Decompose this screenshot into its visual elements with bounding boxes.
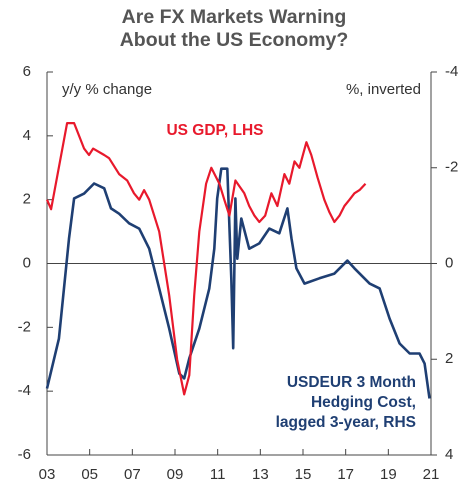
x-tick-label: 13 xyxy=(252,466,269,482)
x-tick-label: 09 xyxy=(167,466,184,482)
y-tick-label: 4 xyxy=(23,127,31,144)
x-tick-label: 15 xyxy=(295,466,312,482)
y2-tick-label: 4 xyxy=(445,446,453,463)
x-tick-label: 17 xyxy=(337,466,354,482)
y-tick-label: -4 xyxy=(18,382,31,399)
x-tick-label: 11 xyxy=(210,466,226,482)
y2-axis-label: %, inverted xyxy=(346,81,421,98)
chart-title: Are FX Markets Warning About the US Econ… xyxy=(119,6,349,51)
x-tick-label: 21 xyxy=(423,466,440,482)
y-tick-label: 6 xyxy=(23,63,31,80)
series-label: US GDP, LHS xyxy=(166,122,264,139)
x-tick-label: 19 xyxy=(380,466,397,482)
y-tick-label: 2 xyxy=(23,191,31,208)
y2-tick-label: -4 xyxy=(445,63,458,80)
x-tick-label: 05 xyxy=(81,466,98,482)
series-line xyxy=(45,122,367,396)
y2-tick-label: 0 xyxy=(445,254,453,271)
x-tick-label: 07 xyxy=(124,466,141,482)
x-tick-label: 03 xyxy=(39,466,56,482)
y-tick-label: 0 xyxy=(23,254,31,271)
series-line xyxy=(45,167,431,399)
y2-tick-label: 2 xyxy=(445,350,453,367)
series-label: USDEUR 3 Month Hedging Cost, lagged 3-ye… xyxy=(275,374,416,431)
y-axis-label: y/y % change xyxy=(62,81,152,98)
y-tick-label: -6 xyxy=(18,446,31,463)
y2-tick-label: -2 xyxy=(445,159,458,176)
y-tick-label: -2 xyxy=(18,318,31,335)
